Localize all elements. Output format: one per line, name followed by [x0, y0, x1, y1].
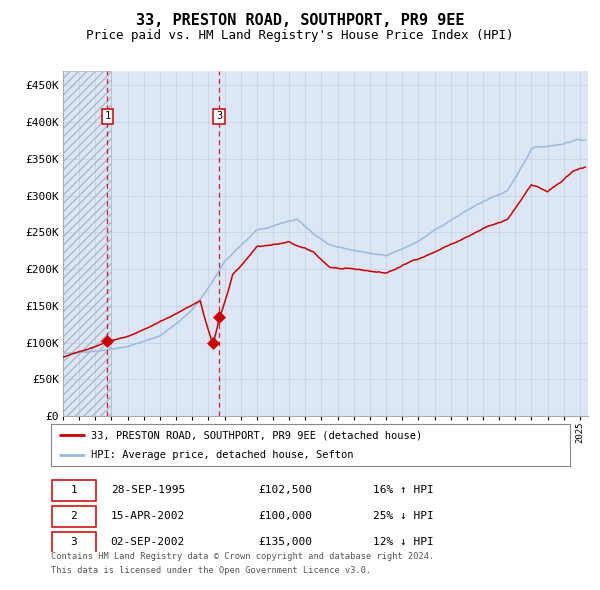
Text: 3: 3	[216, 112, 223, 122]
Text: 12% ↓ HPI: 12% ↓ HPI	[373, 537, 434, 547]
Text: 2: 2	[70, 511, 77, 521]
Text: Price paid vs. HM Land Registry's House Price Index (HPI): Price paid vs. HM Land Registry's House …	[86, 30, 514, 42]
Text: 33, PRESTON ROAD, SOUTHPORT, PR9 9EE (detached house): 33, PRESTON ROAD, SOUTHPORT, PR9 9EE (de…	[91, 430, 423, 440]
Text: Contains HM Land Registry data © Crown copyright and database right 2024.: Contains HM Land Registry data © Crown c…	[51, 552, 434, 561]
FancyBboxPatch shape	[52, 532, 96, 553]
Text: 28-SEP-1995: 28-SEP-1995	[110, 484, 185, 494]
FancyBboxPatch shape	[52, 506, 96, 527]
Text: 1: 1	[104, 112, 110, 122]
Text: 16% ↑ HPI: 16% ↑ HPI	[373, 484, 434, 494]
FancyBboxPatch shape	[52, 480, 96, 501]
Text: 3: 3	[70, 537, 77, 547]
Text: £102,500: £102,500	[259, 484, 313, 494]
Text: 02-SEP-2002: 02-SEP-2002	[110, 537, 185, 547]
Text: 1: 1	[70, 484, 77, 494]
Text: 33, PRESTON ROAD, SOUTHPORT, PR9 9EE: 33, PRESTON ROAD, SOUTHPORT, PR9 9EE	[136, 13, 464, 28]
Text: £100,000: £100,000	[259, 511, 313, 521]
Text: This data is licensed under the Open Government Licence v3.0.: This data is licensed under the Open Gov…	[51, 566, 371, 575]
Text: HPI: Average price, detached house, Sefton: HPI: Average price, detached house, Seft…	[91, 450, 354, 460]
Text: £135,000: £135,000	[259, 537, 313, 547]
Text: 15-APR-2002: 15-APR-2002	[110, 511, 185, 521]
Text: 25% ↓ HPI: 25% ↓ HPI	[373, 511, 434, 521]
